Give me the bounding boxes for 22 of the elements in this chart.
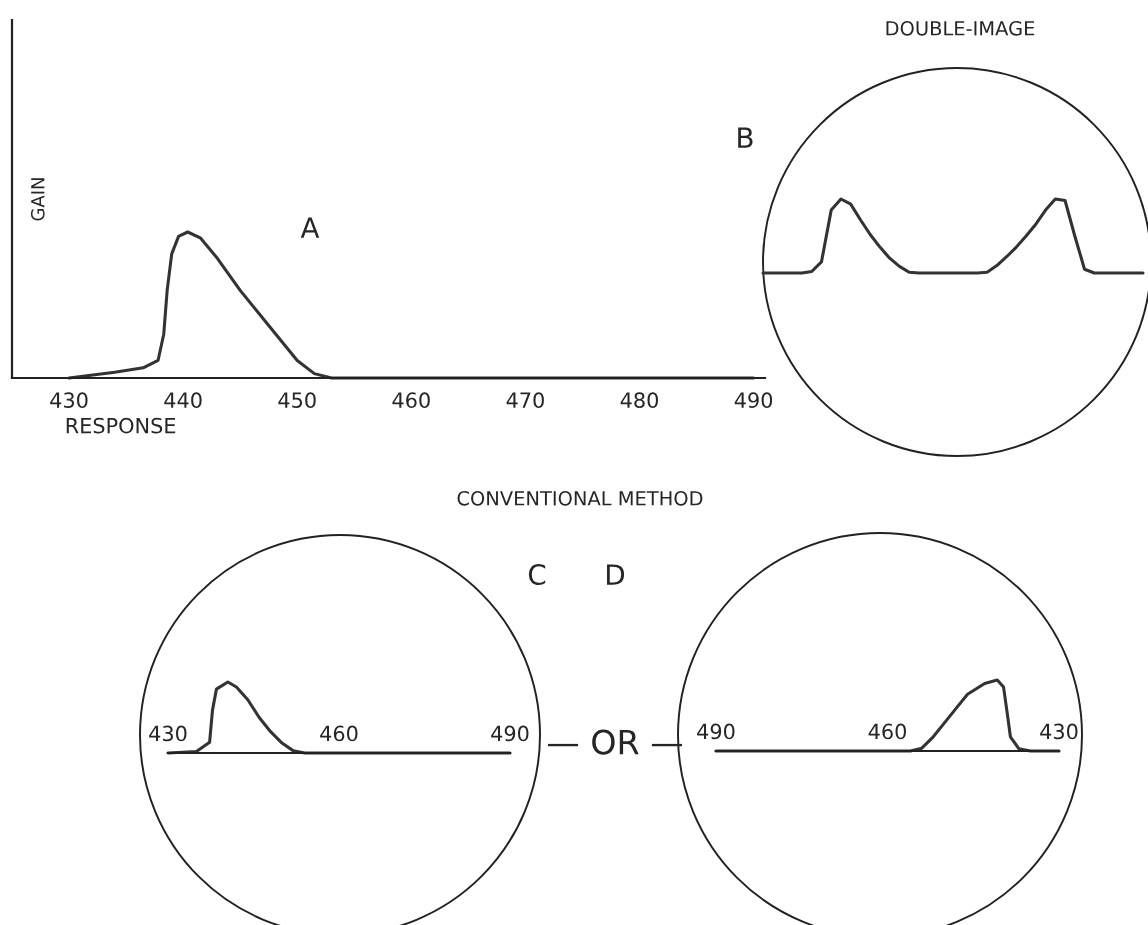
x-tick-label: 430: [149, 725, 187, 742]
text: CONVENTIONAL METHOD: [457, 490, 703, 506]
x-tick-label: 440: [164, 392, 202, 409]
x-tick-label: 480: [620, 392, 658, 409]
x-tick-label: 470: [506, 392, 544, 409]
text: — OR —: [548, 729, 682, 755]
x-tick-label: 460: [392, 392, 430, 409]
x-tick-label: 430: [1040, 723, 1078, 740]
x-tick-label: 450: [278, 392, 316, 409]
x-axis-title: RESPONSE: [66, 417, 176, 434]
y-axis-title: GAIN: [30, 178, 45, 221]
x-tick-label: 460: [868, 723, 906, 740]
x-tick-label: 430: [50, 392, 88, 409]
x-tick-label: 490: [697, 723, 735, 740]
text: C: [528, 564, 546, 586]
x-tick-label: 490: [734, 392, 773, 409]
x-tick-label: 490: [491, 725, 529, 742]
x-tick-label: 460: [320, 725, 358, 742]
annotation: A: [300, 217, 320, 238]
text: D: [607, 564, 625, 585]
chart-title: DOUBLE-IMAGE: [886, 20, 1035, 36]
text: B: [738, 127, 753, 148]
